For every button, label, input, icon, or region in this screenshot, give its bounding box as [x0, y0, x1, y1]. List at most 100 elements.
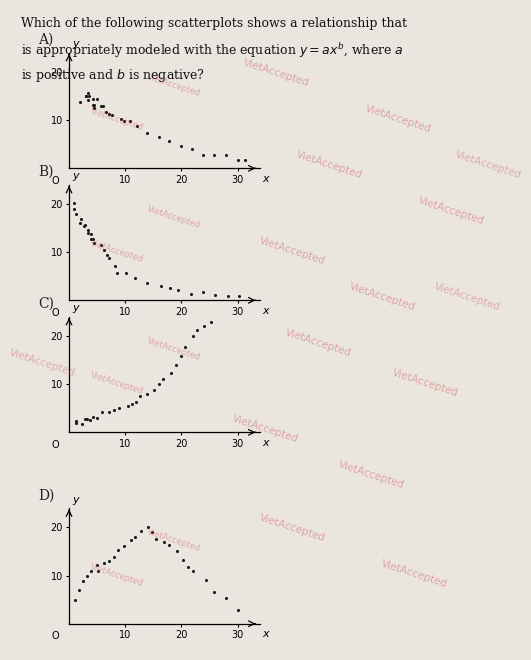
Point: [83, 571, 91, 581]
Point: [136, 526, 145, 537]
Point: [87, 566, 95, 576]
Point: [76, 96, 84, 107]
Text: D): D): [38, 488, 55, 502]
Text: O: O: [52, 440, 59, 449]
Point: [77, 214, 85, 224]
Point: [133, 121, 142, 131]
Point: [193, 325, 201, 335]
Point: [166, 282, 175, 293]
Text: VietAccepted: VietAccepted: [284, 328, 353, 358]
Point: [132, 397, 140, 408]
Point: [152, 534, 161, 544]
Point: [159, 374, 167, 384]
Text: VietAccepted: VietAccepted: [89, 562, 145, 588]
Point: [189, 566, 198, 576]
Text: VietAccepted: VietAccepted: [89, 107, 145, 133]
Text: C): C): [38, 297, 55, 311]
Point: [142, 389, 151, 399]
Point: [114, 544, 123, 555]
Point: [71, 209, 80, 219]
Text: VietAccepted: VietAccepted: [146, 527, 202, 554]
Point: [241, 155, 249, 166]
Point: [126, 535, 135, 546]
Point: [100, 246, 108, 256]
Text: O: O: [52, 176, 59, 185]
Point: [102, 107, 110, 117]
Point: [199, 150, 208, 160]
Point: [199, 287, 208, 298]
Point: [188, 144, 196, 154]
Text: VietAccepted: VietAccepted: [242, 57, 311, 88]
Point: [83, 88, 92, 98]
Text: $y$: $y$: [72, 304, 81, 315]
Point: [200, 321, 208, 332]
Point: [173, 546, 181, 557]
Point: [83, 225, 92, 236]
Text: A): A): [38, 33, 54, 47]
Point: [99, 101, 107, 112]
Point: [83, 414, 91, 424]
Text: $x$: $x$: [262, 306, 271, 316]
Point: [87, 234, 95, 244]
Point: [71, 595, 79, 605]
Point: [131, 532, 140, 543]
Point: [128, 399, 136, 409]
Point: [75, 585, 83, 595]
Point: [81, 219, 89, 230]
Text: VietAccepted: VietAccepted: [380, 559, 449, 589]
Point: [110, 552, 118, 562]
Point: [105, 252, 114, 263]
Text: O: O: [52, 308, 59, 317]
Point: [105, 109, 113, 119]
Text: VietAccepted: VietAccepted: [146, 204, 202, 230]
Text: $x$: $x$: [262, 630, 271, 640]
Point: [210, 150, 218, 160]
Point: [211, 290, 219, 300]
Point: [234, 605, 242, 615]
Text: B): B): [38, 165, 54, 179]
Text: Which of the following scatterplots shows a relationship that: Which of the following scatterplots show…: [21, 16, 407, 30]
Point: [179, 554, 187, 565]
Point: [97, 101, 105, 112]
Point: [92, 94, 101, 104]
Text: VietAccepted: VietAccepted: [89, 371, 145, 397]
Point: [88, 100, 97, 111]
Point: [89, 94, 97, 104]
Text: VietAccepted: VietAccepted: [295, 150, 364, 180]
Point: [126, 116, 134, 127]
Text: $y$: $y$: [72, 172, 81, 183]
Point: [97, 240, 105, 251]
Point: [150, 385, 158, 395]
Point: [155, 132, 164, 143]
Point: [165, 540, 173, 550]
Point: [78, 418, 87, 429]
Text: VietAccepted: VietAccepted: [146, 336, 202, 362]
Point: [119, 541, 128, 552]
Point: [105, 407, 113, 417]
Text: VietAccepted: VietAccepted: [8, 348, 77, 378]
Text: VietAccepted: VietAccepted: [364, 104, 433, 134]
Point: [166, 368, 175, 379]
Point: [72, 418, 80, 428]
Point: [172, 360, 180, 370]
Point: [184, 561, 192, 572]
Point: [114, 403, 123, 413]
Point: [207, 317, 216, 327]
Point: [121, 268, 130, 279]
Text: VietAccepted: VietAccepted: [337, 460, 406, 490]
Point: [222, 150, 230, 160]
Point: [181, 341, 190, 352]
Text: VietAccepted: VietAccepted: [231, 414, 300, 444]
Text: VietAccepted: VietAccepted: [417, 196, 486, 226]
Point: [234, 155, 242, 166]
Point: [93, 412, 101, 423]
Point: [79, 576, 87, 586]
Text: $x$: $x$: [262, 174, 271, 184]
Text: is appropriately modeled with the equation $y = ax^b$, where $a$: is appropriately modeled with the equati…: [21, 42, 404, 61]
Point: [103, 249, 112, 260]
Text: O: O: [52, 631, 59, 641]
Point: [72, 416, 81, 426]
Text: VietAccepted: VietAccepted: [348, 282, 417, 312]
Point: [80, 221, 89, 232]
Point: [98, 407, 106, 418]
